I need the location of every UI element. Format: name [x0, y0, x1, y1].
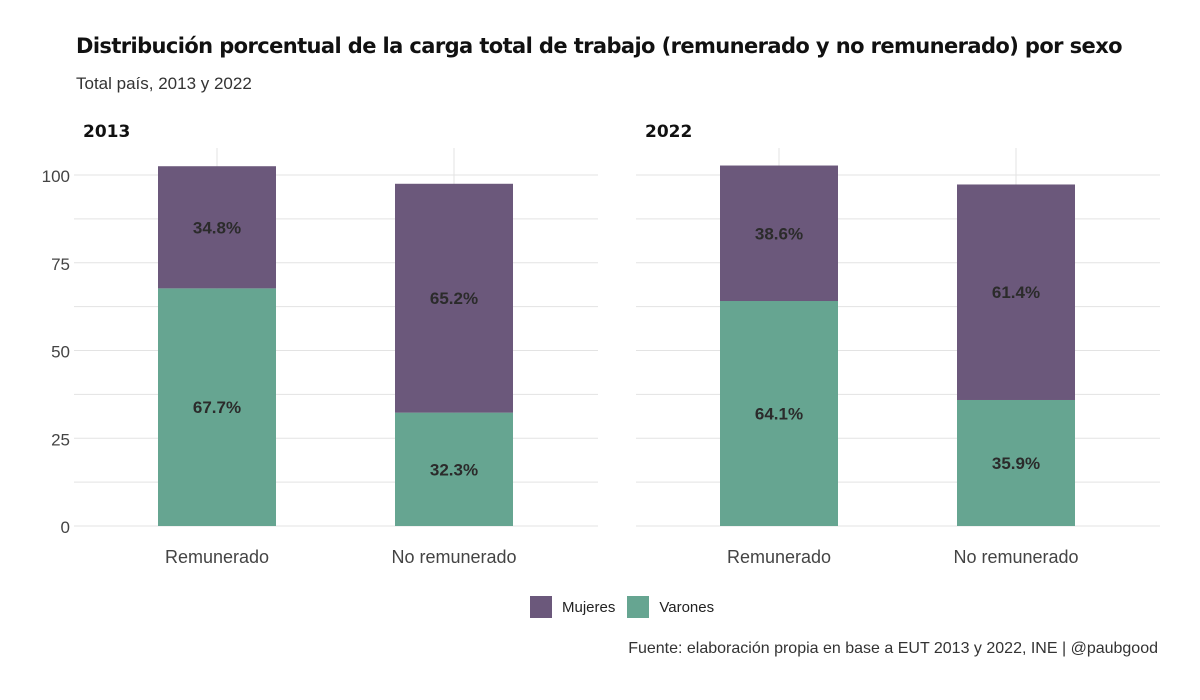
bar-2022-no-remunerado-varones: [957, 399, 1075, 526]
legend: Mujeres Varones: [530, 596, 726, 618]
y-tick-label-100: 100: [42, 167, 70, 186]
data-label-2022-varones: 35.9%: [992, 454, 1040, 473]
bar-2013-no-remunerado-mujeres: [395, 183, 513, 413]
data-label-2013-mujeres: 34.8%: [193, 218, 241, 237]
chart-title: Distribución porcentual de la carga tota…: [76, 34, 1123, 58]
y-tick-label-50: 50: [51, 343, 70, 362]
y-tick-label-25: 25: [51, 430, 70, 449]
bar-2022-remunerado-mujeres: [720, 165, 838, 302]
legend-swatch-mujeres: [530, 596, 552, 618]
x-tick-label-2013-1: No remunerado: [391, 547, 516, 567]
legend-label-varones: Varones: [659, 598, 715, 616]
bar-2013-no-remunerado-varones: [395, 412, 513, 526]
legend-swatch-varones: [627, 596, 650, 618]
chart-subtitle: Total país, 2013 y 2022: [76, 74, 252, 93]
data-label-2013-mujeres: 65.2%: [430, 289, 478, 308]
panel-title-2022: 2022: [645, 122, 693, 142]
data-label-2013-varones: 67.7%: [193, 398, 241, 417]
y-tick-label-75: 75: [51, 255, 70, 274]
legend-item-varones: Varones: [627, 596, 714, 618]
bar-2022-no-remunerado-mujeres: [957, 184, 1075, 400]
x-tick-label-2022-0: Remunerado: [727, 547, 831, 567]
legend-item-mujeres: Mujeres: [530, 596, 615, 618]
data-label-2022-mujeres: 61.4%: [992, 283, 1040, 302]
data-label-2013-varones: 32.3%: [430, 460, 478, 479]
legend-label-mujeres: Mujeres: [562, 598, 616, 616]
panel-title-2013: 2013: [83, 122, 131, 142]
bar-2013-remunerado-varones: [158, 288, 276, 526]
x-tick-label-2022-1: No remunerado: [953, 547, 1078, 567]
bar-2013-remunerado-mujeres: [158, 166, 276, 289]
x-tick-label-2013-0: Remunerado: [165, 547, 269, 567]
bar-2022-remunerado-varones: [720, 301, 838, 526]
data-label-2022-varones: 64.1%: [755, 405, 803, 424]
source-caption: Fuente: elaboración propia en base a EUT…: [628, 640, 1158, 657]
data-label-2022-mujeres: 38.6%: [755, 224, 803, 243]
y-tick-label-0: 0: [61, 518, 70, 537]
